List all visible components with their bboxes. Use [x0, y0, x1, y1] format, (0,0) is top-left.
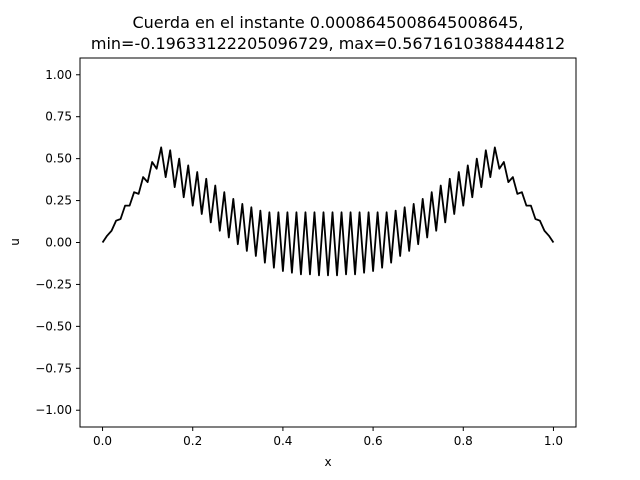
- y-tick-label: 0.00: [45, 236, 72, 250]
- y-tick-label: 0.75: [45, 110, 72, 124]
- y-axis-ticks: 1.00 0.75 0.50 0.25 0.00 −0.25 −0.50 −0.75 −1.00: [35, 68, 80, 417]
- plot-lines: [101, 146, 555, 277]
- y-tick-label: −0.25: [35, 277, 72, 291]
- chart-title-line-2: min=-0.19633122205096729, max=0.56716103…: [91, 34, 565, 53]
- y-tick-label: 0.50: [45, 152, 72, 166]
- x-tick-label: 0.4: [273, 434, 292, 448]
- y-tick-label: −0.75: [35, 361, 72, 375]
- x-tick-label: 0.8: [454, 434, 473, 448]
- x-axis-ticks: 0.0 0.2 0.4 0.6 0.8 1.0: [93, 427, 563, 448]
- y-tick-label: −0.50: [35, 319, 72, 333]
- plot-frame: [79, 57, 577, 428]
- y-tick-label: 1.00: [45, 68, 72, 82]
- y-tick-label: 0.25: [45, 194, 72, 208]
- x-tick-label: 0.0: [93, 434, 112, 448]
- x-tick-label: 1.0: [544, 434, 563, 448]
- y-tick-label: −1.00: [35, 403, 72, 417]
- x-tick-label: 0.6: [364, 434, 383, 448]
- y-axis-label: u: [8, 238, 22, 246]
- x-tick-label: 0.2: [183, 434, 202, 448]
- x-axis-label: x: [324, 455, 331, 469]
- chart-title-line-1: Cuerda en el instante 0.0008645008645008…: [132, 13, 523, 32]
- series-line: [101, 146, 555, 277]
